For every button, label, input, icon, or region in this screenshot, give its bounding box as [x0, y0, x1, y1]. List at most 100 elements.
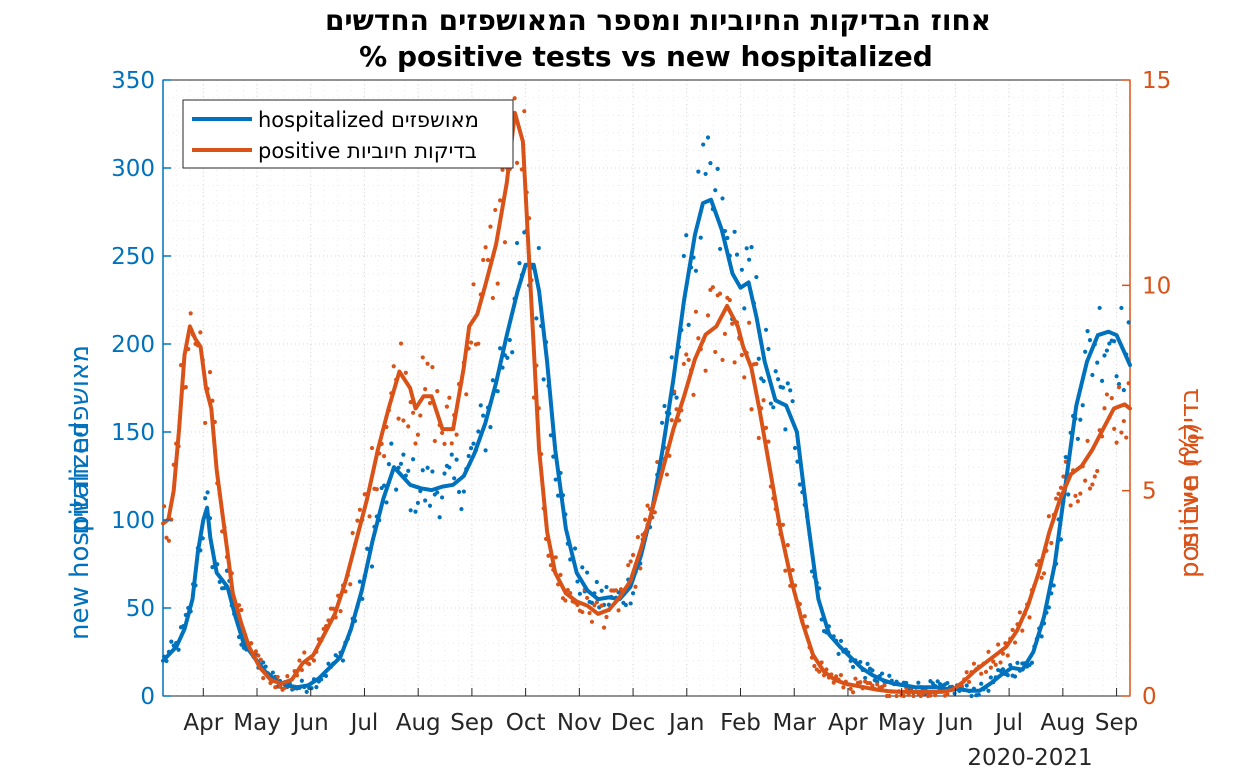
data-point-positive [188, 311, 193, 316]
data-point-hospitalized [969, 693, 974, 699]
data-point-hospitalized [425, 465, 430, 470]
data-point-positive [802, 614, 807, 619]
data-point-hospitalized [1119, 305, 1124, 311]
data-point-positive [626, 563, 631, 568]
data-point-hospitalized [1114, 374, 1119, 379]
data-point-hospitalized [850, 664, 856, 670]
data-point-positive [430, 365, 435, 370]
data-point-hospitalized [768, 401, 773, 406]
data-point-positive [1056, 491, 1061, 496]
data-point-hospitalized [708, 161, 713, 166]
data-point-positive [1085, 438, 1090, 443]
data-point-positive [703, 368, 708, 373]
data-point-positive [423, 387, 428, 392]
data-point-hospitalized [604, 584, 609, 590]
data-point-hospitalized [780, 385, 786, 390]
data-point-positive [1087, 486, 1093, 491]
data-point-hospitalized [203, 496, 208, 501]
data-point-positive [783, 568, 788, 573]
data-point-hospitalized [705, 135, 711, 140]
data-point-hospitalized [790, 399, 795, 404]
data-point-hospitalized [427, 503, 433, 508]
data-point-positive [858, 680, 863, 685]
x-tick-label: Sep [450, 710, 493, 736]
data-point-positive [732, 360, 737, 365]
data-point-positive [164, 535, 169, 540]
data-point-positive [418, 413, 423, 418]
data-point-positive [875, 682, 880, 687]
x-tick-label: Jan [667, 710, 704, 736]
data-point-hospitalized [698, 235, 703, 240]
legend: hospitalized מאושפזים positive בדיקות חי… [182, 99, 514, 169]
data-point-positive [468, 340, 474, 345]
data-point-hospitalized [945, 680, 950, 686]
data-point-positive [471, 282, 476, 287]
data-point-positive [633, 584, 638, 589]
legend-box [182, 99, 514, 169]
series-line-positive [161, 110, 1132, 694]
x-tick-label: Oct [506, 710, 546, 736]
data-point-positive [413, 441, 418, 446]
data-point-positive [391, 364, 396, 369]
data-point-hospitalized [1039, 634, 1044, 639]
data-point-positive [442, 441, 447, 446]
x-tick-label: Jun [291, 710, 329, 736]
data-point-hospitalized [916, 680, 921, 685]
data-point-positive [691, 392, 696, 397]
data-point-positive [161, 504, 167, 509]
data-point-hospitalized [754, 274, 759, 280]
data-point-hospitalized [1015, 660, 1020, 665]
left-y-label-hebrew: מאושפזים חדשים [65, 345, 95, 535]
data-point-hospitalized [437, 515, 442, 520]
data-point-positive [604, 614, 609, 620]
data-point-positive [720, 357, 725, 363]
data-point-positive [983, 669, 989, 674]
data-point-positive [239, 607, 244, 613]
data-point-positive [812, 663, 817, 669]
data-point-positive [616, 608, 621, 613]
data-point-positive [311, 658, 317, 663]
data-point-hospitalized [1121, 387, 1126, 393]
x-tick-label: Aug [1040, 710, 1085, 736]
data-point-positive [563, 598, 568, 603]
right-y-label-hebrew: בדיקות חיוביות [1175, 388, 1205, 549]
data-point-hospitalized [1078, 417, 1083, 422]
data-point-positive [514, 160, 520, 165]
data-point-hospitalized [701, 142, 706, 147]
data-point-hospitalized [766, 346, 771, 352]
data-point-hospitalized [435, 490, 440, 495]
data-point-positive [512, 96, 517, 101]
data-point-positive [967, 679, 972, 685]
data-point-hospitalized [442, 471, 447, 476]
data-point-hospitalized [1090, 372, 1095, 378]
x-tick-label: Jun [935, 710, 973, 736]
data-point-positive [1078, 491, 1083, 496]
data-point-hospitalized [459, 506, 464, 512]
data-point-positive [589, 619, 595, 624]
left-y-tick-label: 300 [111, 156, 155, 182]
data-point-hospitalized [514, 240, 520, 246]
data-point-positive [749, 407, 754, 412]
data-point-positive [439, 430, 445, 435]
x-tick-label: May [878, 710, 926, 736]
data-point-hospitalized [1029, 660, 1035, 665]
data-point-hospitalized [870, 668, 875, 673]
data-point-positive [1049, 540, 1054, 546]
grid-lines [163, 79, 1130, 697]
data-point-hospitalized [734, 252, 740, 257]
data-point-positive [1083, 478, 1088, 483]
data-point-positive [645, 503, 650, 508]
data-point-positive [628, 559, 633, 564]
data-point-hospitalized [309, 686, 314, 691]
data-point-positive [406, 424, 411, 429]
data-point-positive [273, 685, 278, 690]
data-point-hospitalized [986, 688, 991, 693]
data-point-positive [401, 418, 406, 423]
data-point-hospitalized [952, 691, 957, 696]
data-point-positive [374, 487, 379, 492]
x-axis-label: 2020-2021 [967, 745, 1092, 771]
left-y-tick-label: 50 [126, 596, 155, 622]
data-point-positive [357, 507, 362, 512]
left-y-tick-label: 0 [140, 684, 155, 710]
